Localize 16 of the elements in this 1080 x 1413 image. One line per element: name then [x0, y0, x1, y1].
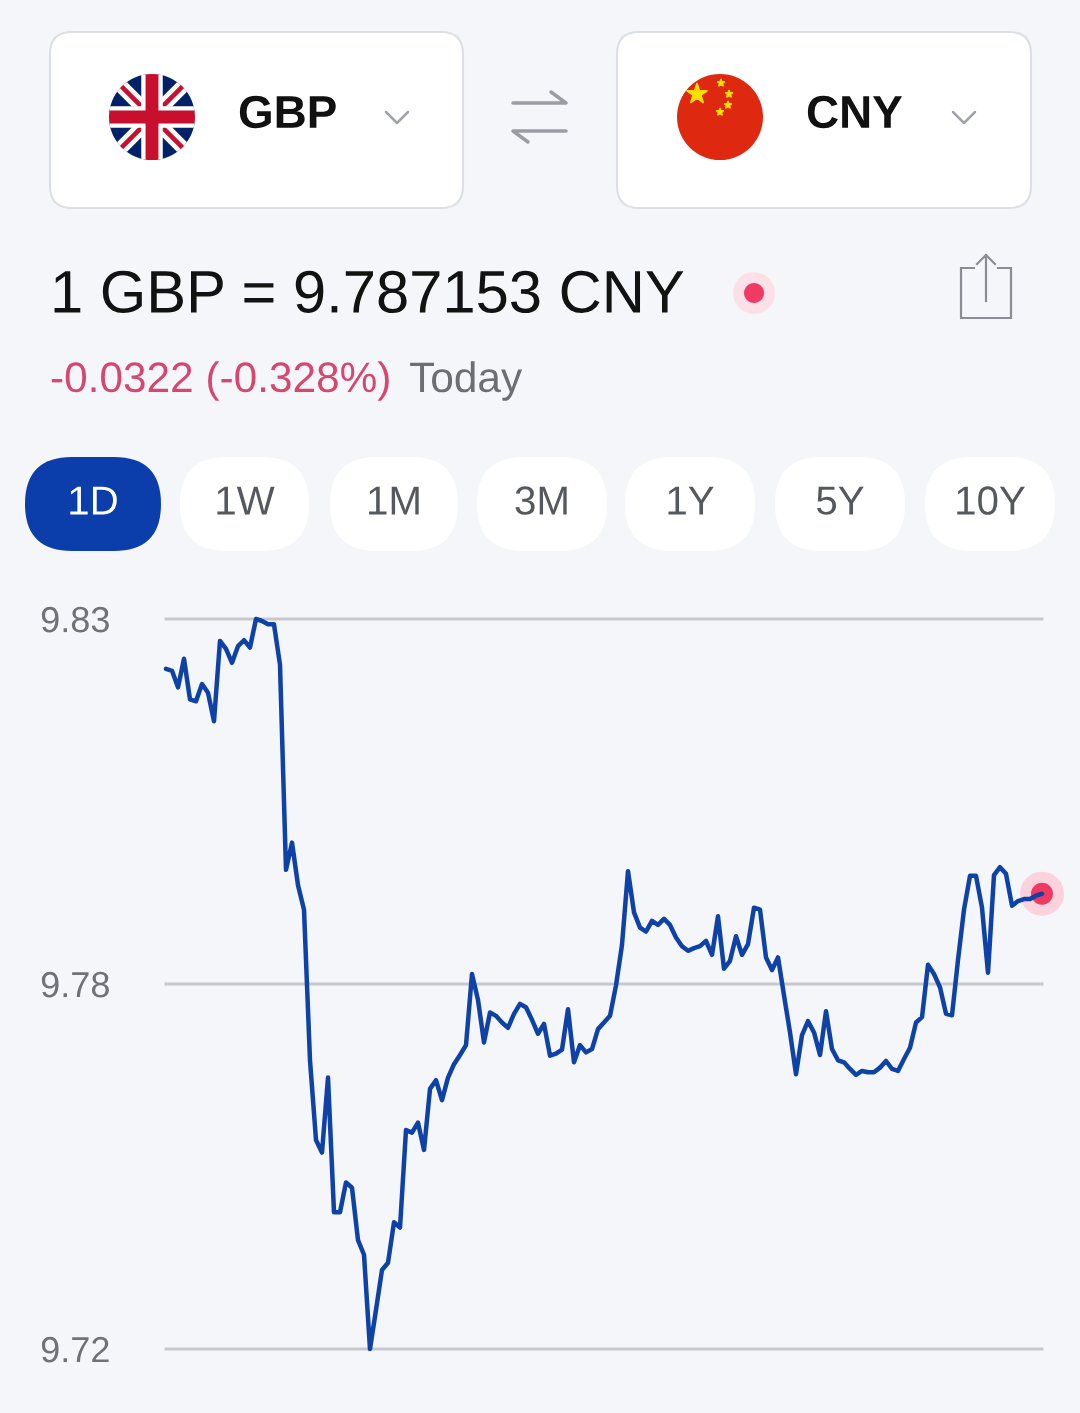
text: Today — [410, 361, 523, 401]
text: 1W — [217, 486, 275, 515]
chart-subtitle: -0.0322 (-0.328%) — [51, 361, 389, 401]
text: 5Y — [816, 486, 864, 515]
text: 1Y — [668, 486, 714, 515]
line-series — [163, 616, 1045, 1352]
y-tick-label: 9.72 — [41, 1336, 109, 1363]
text: 3M — [515, 486, 567, 515]
text: 1M — [369, 486, 419, 515]
text: GBP — [239, 95, 336, 129]
y-tick-label: 9.78 — [41, 971, 109, 998]
text: CNY — [807, 95, 903, 129]
text: 1D — [70, 486, 117, 515]
text: 10Y — [957, 486, 1025, 515]
y-tick-label: 9.83 — [41, 606, 109, 633]
chart-title: 1 GBP = 9.787153 CNY — [54, 270, 684, 314]
